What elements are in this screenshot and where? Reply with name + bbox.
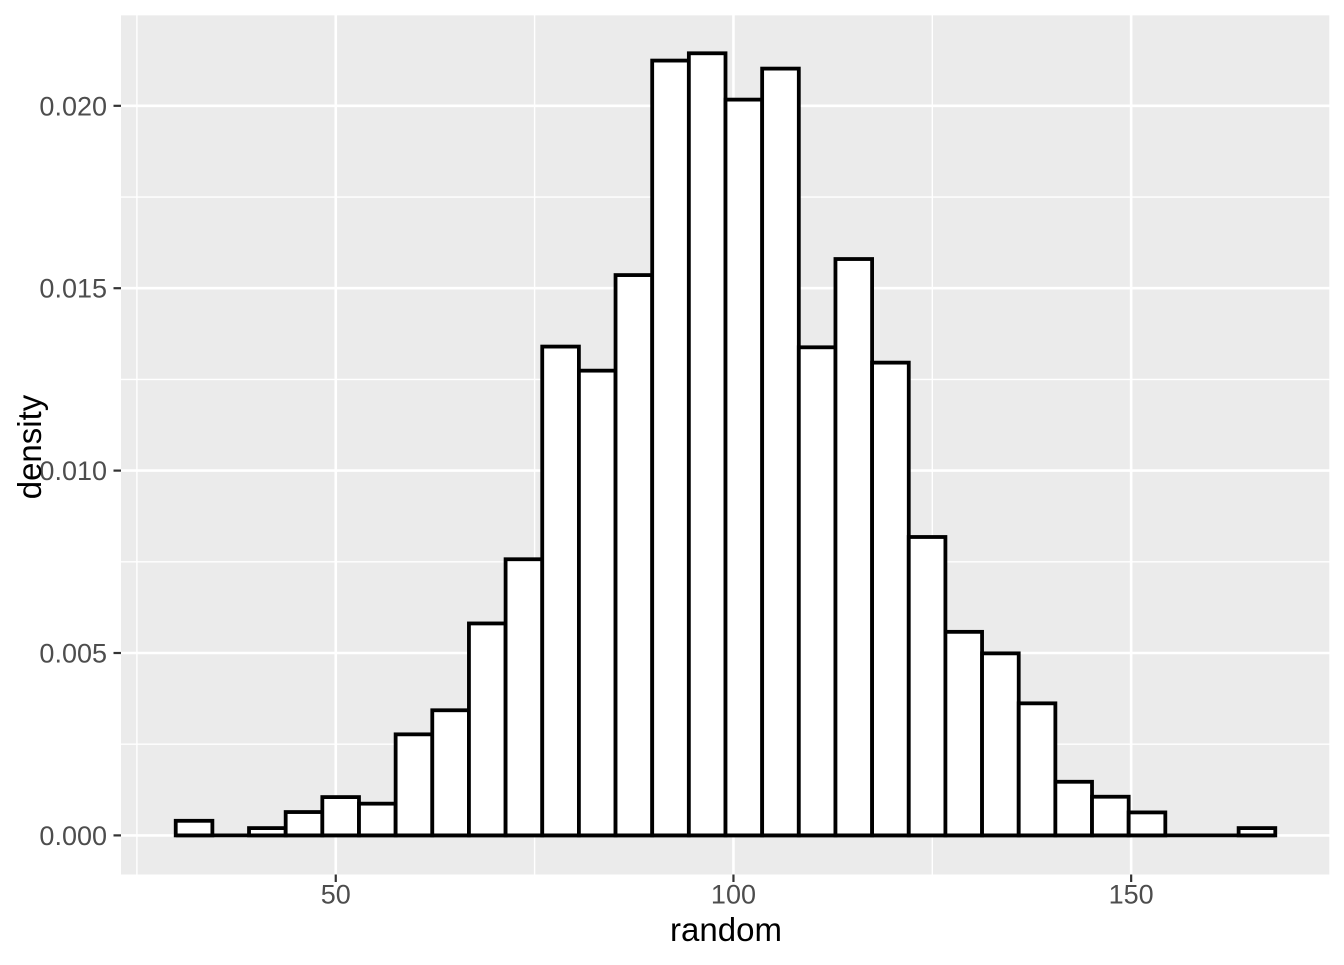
x-axis-title: random bbox=[670, 911, 782, 948]
histogram-bar bbox=[833, 257, 875, 838]
histogram-bar bbox=[503, 557, 545, 838]
histogram-bar bbox=[357, 801, 398, 838]
histogram-bar bbox=[247, 826, 288, 838]
histogram-bar bbox=[576, 368, 618, 838]
histogram-bar bbox=[650, 58, 691, 838]
histogram-bar bbox=[760, 66, 801, 838]
histogram-bar bbox=[796, 345, 838, 838]
histogram-bar bbox=[870, 360, 911, 838]
histogram-bar bbox=[393, 732, 435, 838]
histogram-bar bbox=[723, 97, 765, 838]
histogram-bar bbox=[943, 629, 984, 838]
histogram-bar bbox=[467, 621, 508, 838]
histogram-bar bbox=[173, 818, 215, 838]
histogram-bar bbox=[613, 273, 655, 838]
x-tick-label: 100 bbox=[711, 880, 756, 910]
histogram-bar bbox=[1016, 701, 1058, 838]
histogram-bar bbox=[1090, 794, 1131, 838]
y-tick-label: 0.020 bbox=[39, 91, 107, 121]
x-tick-label: 150 bbox=[1109, 880, 1154, 910]
y-tick-label: 0.010 bbox=[39, 456, 107, 486]
histogram-bar bbox=[540, 344, 581, 838]
histogram-bar bbox=[283, 810, 325, 838]
histogram-bar bbox=[320, 795, 361, 838]
y-tick-label: 0.015 bbox=[39, 274, 107, 304]
histogram-bar bbox=[686, 51, 728, 838]
histogram-bar bbox=[1053, 779, 1094, 838]
y-tick-label: 0.000 bbox=[39, 821, 107, 851]
x-tick-label: 50 bbox=[321, 880, 351, 910]
histogram-bar bbox=[1236, 826, 1278, 838]
histogram-bar bbox=[430, 708, 471, 838]
y-axis-title: density bbox=[11, 394, 48, 499]
histogram-bar bbox=[906, 535, 948, 838]
histogram-bar bbox=[1126, 810, 1168, 838]
y-tick-label: 0.005 bbox=[39, 638, 107, 668]
histogram-bar bbox=[980, 651, 1021, 838]
